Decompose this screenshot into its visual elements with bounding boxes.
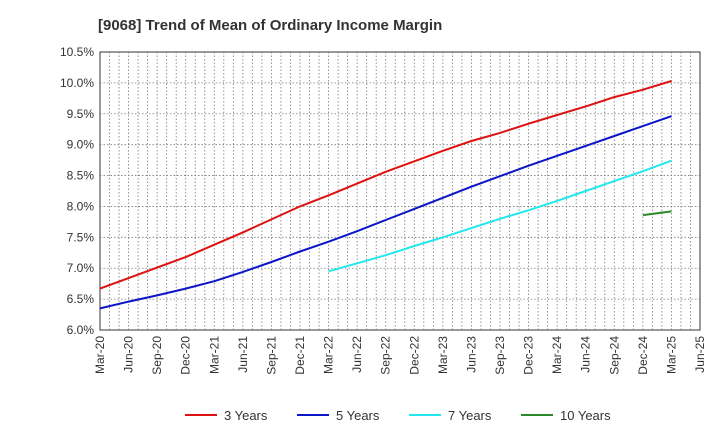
x-tick-label: Sep-23 <box>493 336 507 375</box>
x-tick-label: Jun-22 <box>350 336 364 373</box>
grid <box>100 52 700 330</box>
x-tick-label: Jun-25 <box>693 336 707 373</box>
y-tick-label: 6.0% <box>67 323 95 337</box>
x-tick-label: Jun-21 <box>236 336 250 373</box>
legend-label-5-years: 5 Years <box>336 408 380 423</box>
x-tick-label: Dec-21 <box>293 336 307 375</box>
x-tick-label: Mar-20 <box>93 336 107 374</box>
chart-title: [9068] Trend of Mean of Ordinary Income … <box>98 17 442 34</box>
series-line-10-years <box>642 210 672 217</box>
x-tick-label: Mar-22 <box>322 336 336 374</box>
x-tick-label: Dec-20 <box>179 336 193 375</box>
x-tick-label: Sep-24 <box>607 336 621 375</box>
y-tick-label: 7.0% <box>67 261 95 275</box>
y-axis: 6.0% 6.5% 7.0% 7.5% 8.0% 8.5% 9.0% 9.5% 10.0% 10.… <box>60 45 94 337</box>
plot-area <box>99 51 701 331</box>
series-lines <box>99 80 672 310</box>
legend-label-7-years: 7 Years <box>448 408 492 423</box>
y-tick-label: 9.0% <box>67 138 95 152</box>
series-line-3-years <box>99 80 672 290</box>
x-tick-label: Dec-23 <box>522 336 536 375</box>
y-tick-label: 6.5% <box>67 292 95 306</box>
x-tick-label: Mar-23 <box>436 336 450 374</box>
x-axis: Mar-20 Jun-20 Sep-20 Dec-20 Mar-21 Jun-21 Sep-… <box>93 336 707 375</box>
x-tick-label: Dec-22 <box>407 336 421 375</box>
x-tick-label: Sep-21 <box>264 336 278 375</box>
x-tick-label: Dec-24 <box>636 336 650 375</box>
x-tick-label: Sep-20 <box>150 336 164 375</box>
y-tick-label: 9.5% <box>67 107 95 121</box>
x-tick-label: Sep-22 <box>379 336 393 375</box>
x-tick-label: Jun-23 <box>464 336 478 373</box>
y-tick-label: 8.5% <box>67 169 95 183</box>
x-tick-label: Mar-21 <box>207 336 221 374</box>
series-line-7-years <box>328 159 672 273</box>
legend-label-3-years: 3 Years <box>224 408 268 423</box>
legend: 3 Years 5 Years 7 Years 10 Years <box>185 408 611 423</box>
x-tick-label: Jun-24 <box>579 336 593 373</box>
y-tick-label: 7.5% <box>67 230 95 244</box>
plot-frame <box>99 51 701 331</box>
legend-label-10-years: 10 Years <box>560 408 611 423</box>
x-tick-label: Mar-24 <box>550 336 564 374</box>
y-tick-label: 10.5% <box>60 45 94 59</box>
x-tick-label: Jun-20 <box>122 336 136 373</box>
series-line-5-years <box>99 115 672 310</box>
y-tick-label: 8.0% <box>67 199 95 213</box>
y-tick-label: 10.0% <box>60 76 94 90</box>
x-tick-label: Mar-25 <box>664 336 678 374</box>
